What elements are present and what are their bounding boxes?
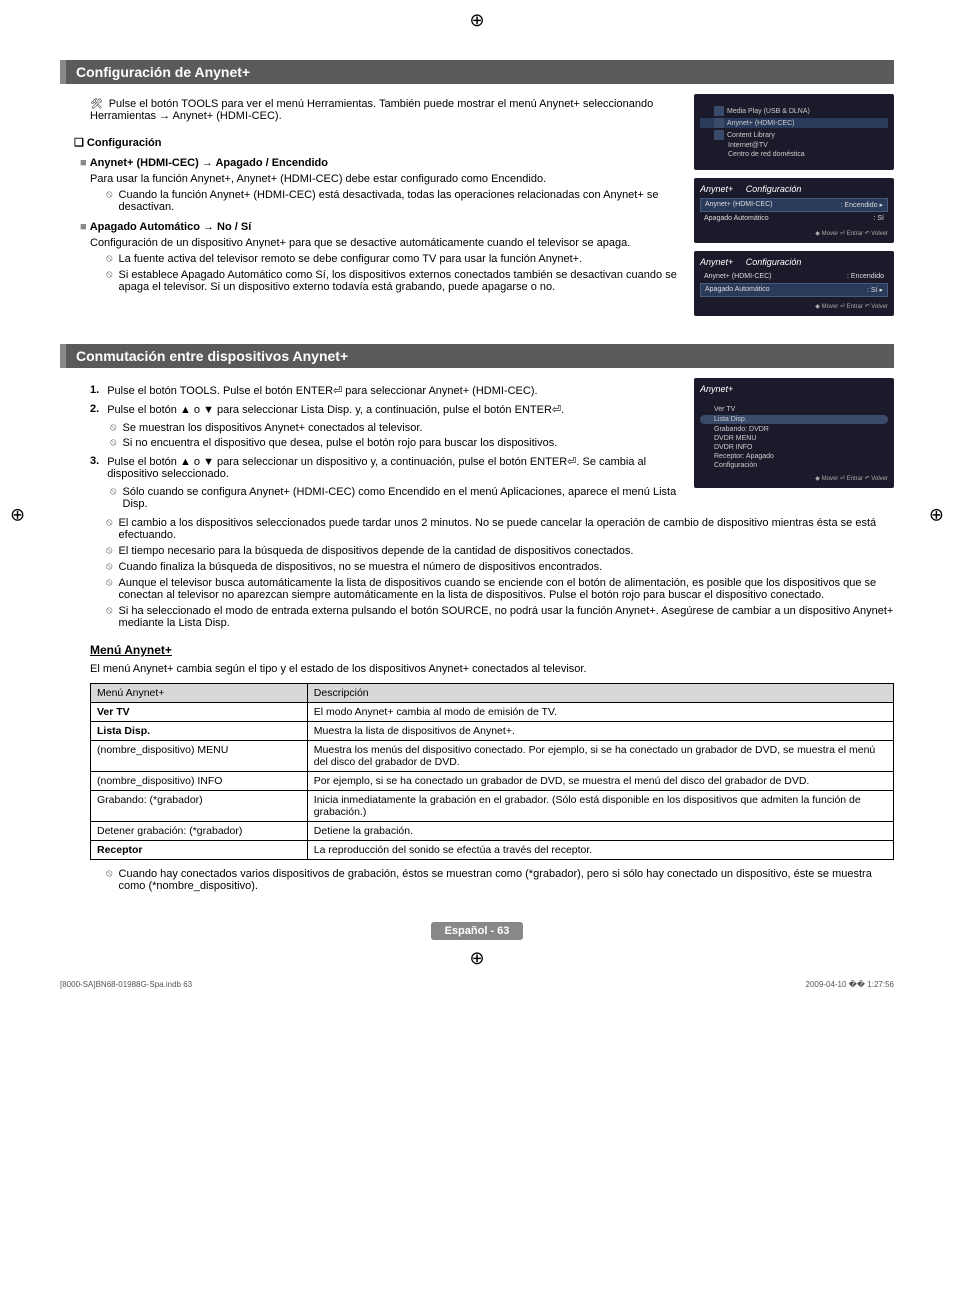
intro-text: Pulse el botón TOOLS para ver el menú He… bbox=[90, 98, 682, 122]
section-title-switch: Conmutación entre dispositivos Anynet+ bbox=[60, 344, 894, 368]
config-item-hdmi-note: Cuando la función Anynet+ (HDMI-CEC) est… bbox=[106, 189, 682, 213]
menu-anynet-title: Menú Anynet+ bbox=[90, 643, 894, 657]
table-row: ReceptorLa reproducción del sonido se ef… bbox=[91, 841, 894, 860]
switch-note-2: El tiempo necesario para la búsqueda de … bbox=[106, 545, 894, 557]
config-item-auto-note2: Si establece Apagado Automático como Sí,… bbox=[106, 269, 682, 293]
section-title-config: Configuración de Anynet+ bbox=[60, 60, 894, 84]
step-3: 3.Pulse el botón ▲ o ▼ para seleccionar … bbox=[90, 455, 682, 480]
switch-note-4: Aunque el televisor busca automáticament… bbox=[106, 577, 894, 601]
table-row: Detener grabación: (*grabador)Detiene la… bbox=[91, 822, 894, 841]
crop-mark-top: ⊕ bbox=[469, 10, 484, 31]
step-2-note-2: Si no encuentra el dispositivo que desea… bbox=[110, 437, 682, 449]
footer-meta-left: [8000-SA]BN68-01988G-Spa.indb 63 bbox=[60, 980, 192, 989]
screenshot-config-1: Anynet+ Configuración Anynet+ (HDMI-CEC)… bbox=[694, 178, 894, 243]
footer-meta-right: 2009-04-10 �� 1:27:56 bbox=[806, 980, 894, 989]
config-item-auto-body: Configuración de un dispositivo Anynet+ … bbox=[90, 237, 682, 249]
table-row: (nombre_dispositivo) INFOPor ejemplo, si… bbox=[91, 772, 894, 791]
page-number: Español - 63 bbox=[60, 922, 894, 940]
config-header: Configuración bbox=[74, 136, 682, 149]
menu-intro: El menú Anynet+ cambia según el tipo y e… bbox=[90, 663, 894, 675]
table-row: Lista Disp.Muestra la lista de dispositi… bbox=[91, 722, 894, 741]
switch-note-5: Si ha seleccionado el modo de entrada ex… bbox=[106, 605, 894, 629]
step-2: 2.Pulse el botón ▲ o ▼ para seleccionar … bbox=[90, 403, 682, 416]
crop-mark-right: ⊕ bbox=[929, 504, 944, 525]
footer-meta: [8000-SA]BN68-01988G-Spa.indb 63 2009-04… bbox=[60, 980, 894, 989]
crop-mark-left: ⊕ bbox=[10, 504, 25, 525]
switch-note-3: Cuando finaliza la búsqueda de dispositi… bbox=[106, 561, 894, 573]
config-item-hdmi-cec: Anynet+ (HDMI-CEC) → Apagado / Encendido bbox=[80, 157, 682, 169]
table-row: (nombre_dispositivo) MENUMuestra los men… bbox=[91, 741, 894, 772]
step-2-note-1: Se muestran los dispositivos Anynet+ con… bbox=[110, 422, 682, 434]
table-row: Ver TVEl modo Anynet+ cambia al modo de … bbox=[91, 703, 894, 722]
table-row: Grabando: (*grabador)Inicia inmediatamen… bbox=[91, 791, 894, 822]
config-item-hdmi-body: Para usar la función Anynet+, Anynet+ (H… bbox=[90, 173, 682, 185]
screenshot-config-2: Anynet+ Configuración Anynet+ (HDMI-CEC)… bbox=[694, 251, 894, 316]
screenshot-apps-menu: Media Play (USB & DLNA) Anynet+ (HDMI-CE… bbox=[694, 94, 894, 170]
screenshot-device-list: Anynet+ Ver TV Lista Disp. Grabando: DVD… bbox=[694, 378, 894, 488]
table-header-menu: Menú Anynet+ bbox=[91, 684, 308, 703]
config-item-auto-note1: La fuente activa del televisor remoto se… bbox=[106, 253, 682, 265]
table-header-desc: Descripción bbox=[307, 684, 893, 703]
menu-footnote: Cuando hay conectados varios dispositivo… bbox=[106, 868, 894, 892]
switch-note-1: El cambio a los dispositivos seleccionad… bbox=[106, 517, 894, 541]
step-3-note-1: Sólo cuando se configura Anynet+ (HDMI-C… bbox=[110, 486, 682, 510]
anynet-menu-table: Menú Anynet+ Descripción Ver TVEl modo A… bbox=[90, 683, 894, 860]
step-1: 1.Pulse el botón TOOLS. Pulse el botón E… bbox=[90, 384, 682, 397]
config-item-auto-off: Apagado Automático → No / Sí bbox=[80, 221, 682, 233]
crop-mark-bottom: ⊕ bbox=[469, 948, 484, 969]
